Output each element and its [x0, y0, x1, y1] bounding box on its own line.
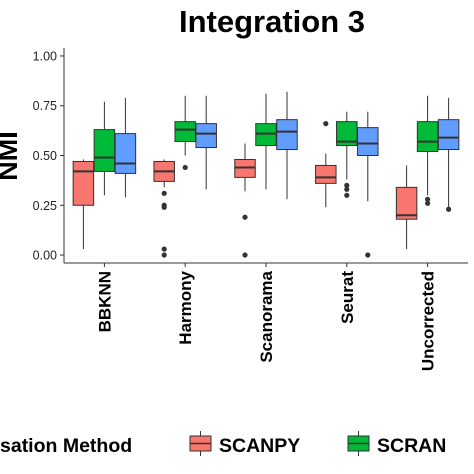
- box-body: [315, 164, 337, 184]
- box-scanpy: [234, 143, 256, 258]
- x-tick-label: Seurat: [338, 271, 357, 324]
- legend-label: SCRAN: [377, 435, 446, 457]
- box-scran: [93, 101, 116, 196]
- box-body: [357, 127, 379, 157]
- y-axis-label: NMI: [0, 131, 23, 181]
- outlier-point: [182, 164, 188, 171]
- box-body: [93, 129, 116, 172]
- y-tick-label: 0.50: [33, 149, 57, 163]
- box-body: [114, 133, 137, 174]
- box-body: [416, 121, 439, 153]
- outlier-point: [344, 192, 350, 198]
- box-scran: [336, 111, 358, 198]
- y-tick-label: 1.00: [33, 49, 57, 63]
- box-scran: [416, 95, 439, 206]
- y-tick-label: 0.75: [33, 99, 57, 113]
- box-series-3: [357, 111, 379, 258]
- x-tick-label: Uncorrected: [419, 271, 438, 371]
- outlier-point: [242, 214, 248, 220]
- box-series-3: [195, 95, 217, 190]
- outlier-point: [161, 252, 167, 258]
- outlier-point: [425, 200, 431, 206]
- box-body: [395, 186, 418, 220]
- box-body: [276, 119, 298, 151]
- plot-area: 0.00 0.25 0.50 0.75 1.00 BBKNN Harmony Scanoram…: [33, 48, 468, 371]
- outlier-point: [242, 252, 248, 258]
- box-series-3: [114, 97, 137, 198]
- y-tick-label: 0.00: [33, 249, 57, 263]
- box-body: [195, 123, 217, 149]
- legend: sation Method SCANPY SCRAN: [0, 431, 446, 457]
- outlier-point: [161, 204, 167, 210]
- box-body: [72, 160, 95, 206]
- box-scran: [255, 93, 277, 190]
- outlier-point: [446, 206, 452, 212]
- box-scanpy: [72, 159, 95, 250]
- x-tick-label: Harmony: [176, 270, 195, 344]
- chart-title: Integration 3: [179, 4, 365, 39]
- outlier-point: [365, 252, 371, 258]
- box-body: [174, 121, 196, 143]
- x-tick-label: Scanorama: [257, 270, 276, 362]
- box-series-3: [437, 97, 460, 212]
- legend-label: SCANPY: [219, 435, 300, 457]
- outlier-point: [161, 246, 167, 252]
- y-tick-label: 0.25: [33, 199, 57, 213]
- box-scran: [174, 95, 196, 171]
- outlier-point: [323, 121, 329, 127]
- x-tick-label: BBKNN: [95, 271, 114, 332]
- box-scanpy: [153, 159, 175, 258]
- outlier-point: [344, 186, 350, 192]
- box-scanpy: [315, 121, 337, 208]
- box-scanpy: [395, 165, 418, 250]
- outlier-point: [425, 196, 431, 202]
- legend-title: sation Method: [0, 435, 132, 457]
- outlier-point: [344, 182, 350, 188]
- box-series-3: [276, 91, 298, 200]
- outlier-point: [161, 190, 167, 196]
- box-body: [437, 119, 460, 151]
